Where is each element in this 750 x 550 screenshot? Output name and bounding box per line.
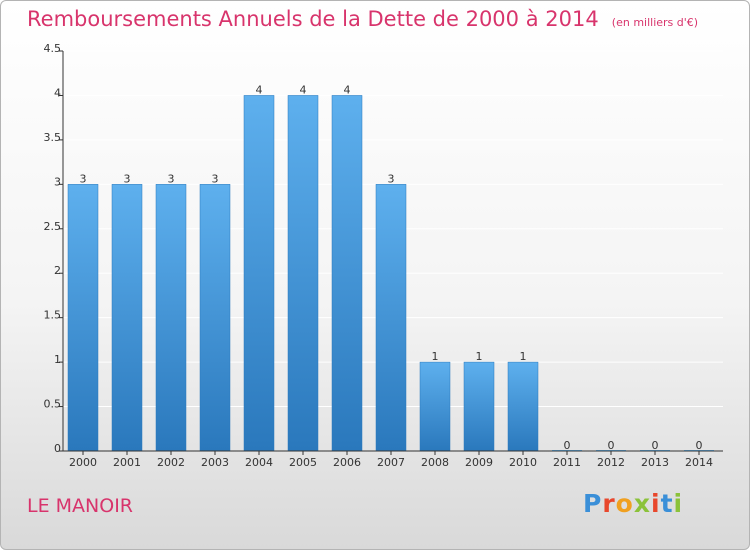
labels: 0 0.5 1 1.5 2 2.5 3 3.5 4 4.5 3 2000 3 2001 3 2002 3 2003… xyxy=(44,42,714,469)
data-label: 1 xyxy=(476,350,483,363)
x-tick-label: 2012 xyxy=(597,456,625,469)
y-tick-label: 2.5 xyxy=(44,220,62,233)
data-label: 1 xyxy=(432,350,439,363)
bars xyxy=(67,95,714,452)
x-tick-label: 2011 xyxy=(553,456,581,469)
logo-letter: P xyxy=(583,489,603,518)
bar xyxy=(331,95,363,452)
bar xyxy=(111,184,143,452)
data-label: 0 xyxy=(564,439,571,452)
y-tick-label: 1 xyxy=(54,353,61,366)
x-tick-label: 2008 xyxy=(421,456,449,469)
x-tick-label: 2005 xyxy=(289,456,317,469)
y-tick-label: 2 xyxy=(54,264,61,277)
data-label: 1 xyxy=(520,350,527,363)
data-label: 0 xyxy=(652,439,659,452)
data-label: 3 xyxy=(80,172,87,185)
data-label: 3 xyxy=(124,172,131,185)
bar xyxy=(375,184,407,452)
data-label: 0 xyxy=(696,439,703,452)
bar xyxy=(199,184,231,452)
logo-letter: o xyxy=(615,489,634,518)
bar xyxy=(243,95,275,452)
chart-subtitle: (en milliers d'€) xyxy=(611,16,699,29)
bar xyxy=(155,184,187,452)
data-label: 4 xyxy=(300,83,307,96)
x-tick-label: 2001 xyxy=(113,456,141,469)
x-tick-label: 2013 xyxy=(641,456,669,469)
chart-title: Remboursements Annuels de la Dette de 20… xyxy=(27,7,599,31)
x-tick-label: 2006 xyxy=(333,456,361,469)
bar xyxy=(463,361,495,452)
y-tick-label: 0 xyxy=(54,442,61,455)
x-tick-label: 2000 xyxy=(69,456,97,469)
bar xyxy=(419,361,451,452)
axes xyxy=(59,50,723,455)
data-label: 3 xyxy=(388,172,395,185)
x-tick-label: 2002 xyxy=(157,456,185,469)
data-label: 3 xyxy=(168,172,175,185)
y-tick-label: 3.5 xyxy=(44,131,62,144)
data-label: 4 xyxy=(344,83,351,96)
logo-letter: i xyxy=(651,489,661,518)
x-tick-label: 2009 xyxy=(465,456,493,469)
title-line: Remboursements Annuels de la Dette de 20… xyxy=(27,7,698,31)
x-tick-label: 2004 xyxy=(245,456,273,469)
bar xyxy=(507,361,539,452)
place-name: LE MANOIR xyxy=(27,495,133,517)
logo-letter: x xyxy=(633,489,651,518)
logo-letter: r xyxy=(602,489,616,518)
bar xyxy=(287,95,319,452)
data-label: 3 xyxy=(212,172,219,185)
y-tick-label: 0.5 xyxy=(44,398,62,411)
data-label: 0 xyxy=(608,439,615,452)
x-tick-label: 2007 xyxy=(377,456,405,469)
y-tick-label: 4 xyxy=(54,86,61,99)
y-tick-label: 1.5 xyxy=(44,309,62,322)
bar xyxy=(67,184,99,452)
x-tick-label: 2003 xyxy=(201,456,229,469)
x-tick-label: 2014 xyxy=(685,456,713,469)
data-label: 4 xyxy=(256,83,263,96)
logo-letter: i xyxy=(673,489,684,518)
logo-letter: t xyxy=(660,489,674,518)
y-tick-label: 3 xyxy=(54,175,61,188)
y-tick-label: 4.5 xyxy=(44,42,62,55)
x-tick-label: 2010 xyxy=(509,456,537,469)
